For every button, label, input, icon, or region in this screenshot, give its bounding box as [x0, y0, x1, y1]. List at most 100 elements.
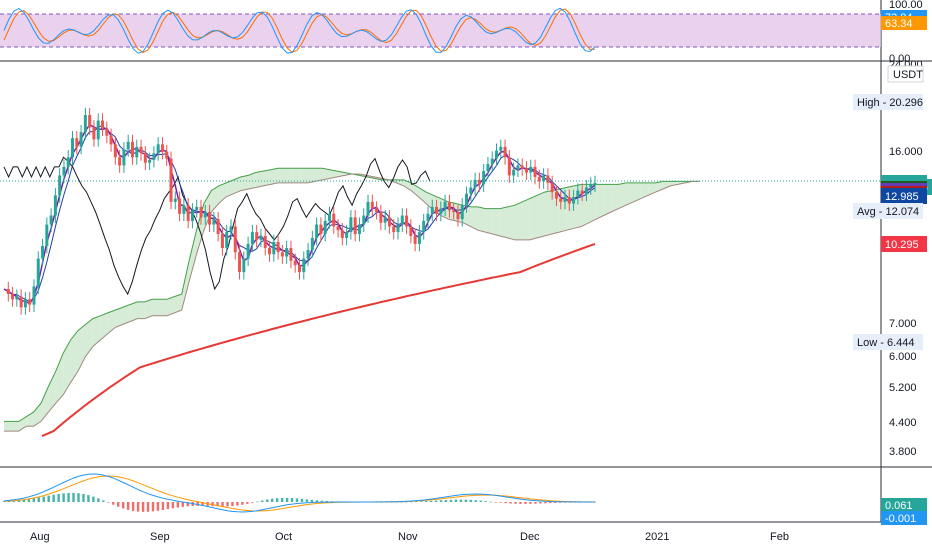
candle-body	[332, 213, 336, 227]
ichimoku-cloud-segment	[314, 168, 323, 182]
macd-histogram-bar	[266, 499, 269, 502]
ichimoku-cloud-segment	[166, 296, 175, 316]
ichimoku-cloud-segment	[107, 310, 116, 334]
candle-body	[143, 153, 147, 163]
candle-body	[182, 205, 186, 214]
macd-histogram-bar	[52, 494, 55, 502]
time-tick-feb: Feb	[770, 531, 789, 543]
candle-body	[71, 138, 75, 158]
candle-body	[250, 232, 254, 244]
macd-histogram-bar	[544, 502, 547, 504]
candle-body	[469, 187, 473, 194]
time-axis[interactable]: Aug Sep Oct Nov Dec 2021 Feb	[30, 531, 789, 543]
candle-body	[148, 159, 152, 163]
candle-body	[160, 144, 164, 152]
candle-body	[409, 226, 413, 236]
macd-histogram-bar	[261, 500, 264, 502]
candle-body	[173, 198, 177, 202]
ichimoku-cloud-segment	[11, 421, 19, 432]
macd-histogram-bar	[226, 502, 229, 507]
candle-body	[400, 215, 404, 225]
ichimoku-cloud-segment	[92, 315, 101, 347]
price-tag-7: 12.985	[885, 191, 919, 203]
macd-tag-0: 0.061	[885, 500, 913, 512]
time-tick-nov: Nov	[398, 531, 418, 543]
macd-histogram-bar	[246, 502, 249, 504]
candle-body	[49, 215, 53, 225]
candle-body	[53, 195, 57, 216]
candle-body	[580, 190, 584, 194]
candle-body	[452, 210, 456, 213]
macd-histogram-bar	[97, 498, 100, 502]
ichimoku-cloud-segment	[618, 182, 626, 209]
macd-histogram-bar	[201, 502, 204, 506]
ichimoku-cloud-segment	[300, 168, 308, 183]
candle-body	[563, 196, 567, 202]
candle-body	[357, 224, 361, 235]
ichimoku-cloud-segment	[485, 208, 493, 235]
time-tick-2021: 2021	[645, 531, 669, 543]
time-tick-sep: Sep	[150, 531, 170, 543]
candle-body	[572, 196, 576, 204]
macd-histogram-bar	[285, 497, 289, 502]
macd-histogram-bar	[400, 501, 403, 503]
macd-histogram-bar	[161, 502, 165, 510]
candle-body	[156, 144, 160, 154]
macd-histogram-bar	[196, 502, 199, 506]
candle-body	[512, 169, 516, 176]
macd-histogram-bar	[305, 499, 309, 502]
ichimoku-cloud-segment	[463, 205, 471, 227]
candle-body	[293, 260, 297, 266]
candle-body	[285, 248, 289, 257]
ichimoku-cloud-segment	[226, 179, 234, 197]
candle-body	[302, 258, 306, 273]
candle-body	[212, 219, 216, 225]
candle-body	[340, 230, 344, 238]
candle-body	[101, 120, 104, 129]
macd-histogram-bar	[449, 499, 453, 502]
macd-histogram-bar	[22, 499, 26, 502]
candle-body	[443, 201, 447, 209]
price-tag-box-8	[853, 203, 923, 219]
macd-histogram-bar	[275, 498, 279, 502]
candle-body	[216, 219, 220, 235]
candle-body	[255, 232, 259, 240]
stochastic-rsi-pane[interactable]	[0, 7, 881, 54]
candle-body	[349, 217, 353, 233]
candle-body	[310, 237, 314, 251]
price-pane[interactable]	[0, 107, 881, 438]
price-tick-5-2: 5.200	[889, 382, 917, 394]
candle-body	[576, 190, 580, 197]
macd-histogram-bar	[459, 499, 463, 502]
macd-histogram-bar	[256, 501, 259, 503]
macd-histogram-bar	[186, 502, 189, 507]
candle-body	[499, 146, 503, 151]
macd-histogram-bar	[429, 500, 433, 502]
price-axis[interactable]: 100.00 0.00 73.8463.34 24.000 USDT 16.00…	[853, 0, 932, 525]
ichimoku-span-b	[4, 173, 700, 432]
ichimoku-cloud-segment	[255, 171, 264, 188]
candle-body	[559, 198, 563, 202]
candle-body	[109, 135, 113, 145]
candle-body	[447, 201, 451, 211]
macd-histogram-bar	[236, 502, 239, 506]
macd-histogram-bar	[126, 502, 130, 510]
macd-histogram-bar	[559, 502, 562, 503]
candle-body	[486, 164, 490, 172]
macd-histogram-bar	[529, 502, 532, 504]
ichimoku-cloud-segment	[662, 181, 671, 190]
price-tag-9: 10.295	[885, 239, 919, 251]
ichimoku-cloud-segment	[492, 208, 501, 236]
candle-body	[130, 141, 134, 158]
macd-histogram-bar	[176, 502, 180, 508]
candle-body	[289, 248, 293, 261]
macd-histogram-bar	[42, 496, 45, 502]
price-tick-16: 16.000	[889, 146, 923, 158]
macd-pane[interactable]	[2, 473, 597, 513]
candle-body	[319, 224, 323, 235]
price-tag-box-0	[853, 94, 923, 110]
macd-histogram-bar	[131, 502, 135, 511]
candle-body	[280, 252, 284, 257]
candle-body	[272, 241, 276, 255]
